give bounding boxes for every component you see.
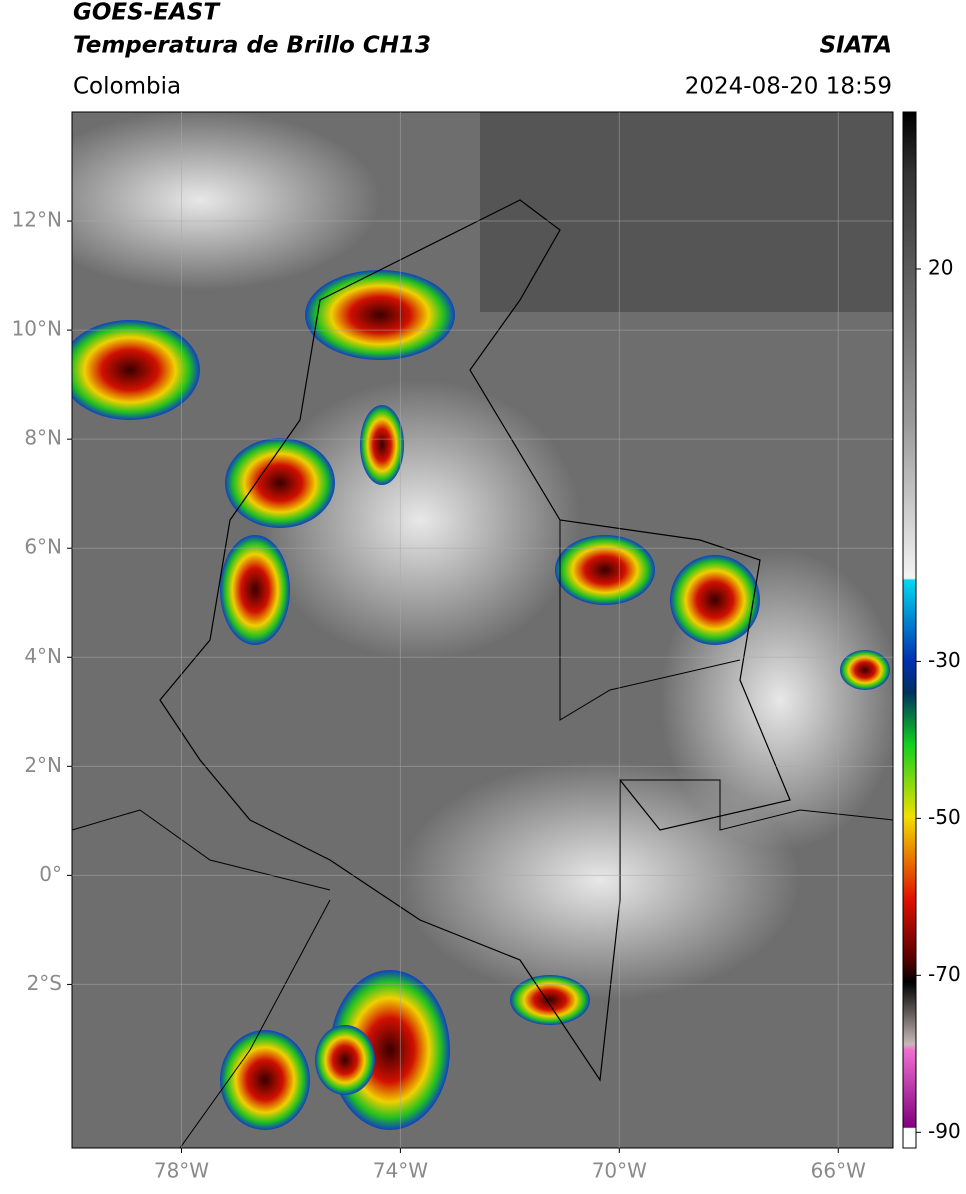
y-tick-label: 12°N: [12, 208, 62, 232]
colorbar-tick-label: -50: [928, 805, 961, 829]
subtitle: Temperatura de Brillo CH13: [73, 33, 431, 59]
storm: [360, 405, 404, 485]
storm: [220, 1030, 310, 1130]
y-tick-label: 6°N: [24, 535, 62, 559]
colorbar-tick-label: -70: [928, 962, 961, 986]
storm: [225, 438, 335, 528]
y-tick-label: 2°S: [27, 971, 62, 995]
x-tick-label: 74°W: [373, 1159, 428, 1183]
region: Colombia: [73, 74, 181, 100]
sea-area: [480, 112, 893, 312]
y-tick-label: 0°: [39, 862, 62, 886]
cloud: [260, 380, 580, 660]
x-tick-label: 70°W: [592, 1159, 647, 1183]
x-tick-label: 66°W: [811, 1159, 866, 1183]
storm: [840, 650, 890, 690]
datetime: 2024-08-20 18:59: [685, 74, 892, 100]
storm: [220, 535, 290, 645]
colorbar-tick-label: -90: [928, 1119, 961, 1143]
y-tick-label: 8°N: [24, 426, 62, 450]
y-tick-label: 10°N: [12, 317, 62, 341]
cloud: [72, 112, 380, 290]
source: SIATA: [820, 33, 892, 59]
colorbar-tick-label: 20: [928, 255, 953, 279]
x-tick-label: 78°W: [154, 1159, 209, 1183]
y-tick-label: 2°N: [24, 753, 62, 777]
border: [72, 520, 893, 1148]
map-frame: [71, 111, 894, 1149]
title: GOES-EAST: [73, 0, 221, 26]
storm: [72, 320, 200, 420]
colorbar-tick-label: -30: [928, 648, 961, 672]
storm: [555, 535, 655, 605]
storm: [305, 270, 455, 360]
colorbar: [902, 111, 917, 1149]
cloud: [400, 760, 800, 1000]
y-tick-label: 4°N: [24, 644, 62, 668]
storm: [315, 1025, 375, 1095]
storm: [670, 555, 760, 645]
storm: [510, 975, 590, 1025]
satellite-image: [72, 112, 893, 1148]
